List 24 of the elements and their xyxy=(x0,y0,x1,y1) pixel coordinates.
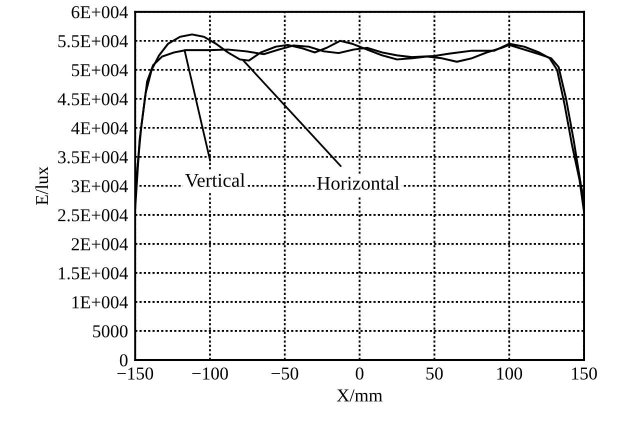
x-tick-label: 100 xyxy=(497,367,522,380)
x-tick-label: −150 xyxy=(117,367,154,380)
annotation: Vertical xyxy=(185,173,245,188)
y-tick-label: 0 xyxy=(120,354,128,366)
annotation: Horizontal xyxy=(317,176,400,190)
y-tick-label: 4.5E+004 xyxy=(58,93,128,106)
y-tick-label: 5.5E+004 xyxy=(58,35,128,48)
x-tick-label: 150 xyxy=(572,367,597,380)
y-axis-title: E/lux xyxy=(35,166,48,205)
x-tick-label: 50 xyxy=(426,367,443,380)
y-tick-label: 5E+004 xyxy=(72,64,128,76)
x-tick-label: −50 xyxy=(272,367,298,380)
x-axis-title: X/mm xyxy=(336,389,382,402)
y-tick-label: 1.5E+004 xyxy=(58,267,128,280)
y-tick-label: 2.5E+004 xyxy=(58,209,128,222)
x-tick-label: −100 xyxy=(192,367,228,380)
y-tick-label: 3.5E+004 xyxy=(58,151,128,164)
y-tick-label: 6E+004 xyxy=(72,6,128,18)
y-tick-label: 2E+004 xyxy=(72,238,128,250)
y-tick-label: 4E+004 xyxy=(71,122,128,134)
y-tick-label: 1E+004 xyxy=(72,296,128,308)
y-tick-label: 5000 xyxy=(93,325,128,338)
y-tick-label: 3E+004 xyxy=(72,180,128,192)
x-tick-label: 0 xyxy=(356,367,364,380)
